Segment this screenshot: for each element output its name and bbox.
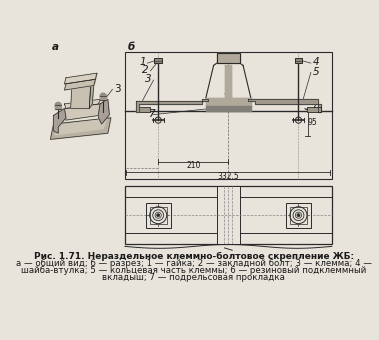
Bar xyxy=(150,207,167,224)
Text: 6: 6 xyxy=(312,104,319,114)
Polygon shape xyxy=(136,99,208,113)
Polygon shape xyxy=(70,82,91,108)
Text: Рис. 1.71. Нераздельное клеммно-болтовое скрепление ЖБ:: Рис. 1.71. Нераздельное клеммно-болтовое… xyxy=(34,252,354,261)
Bar xyxy=(294,58,302,63)
Text: вкладыш; 7 — подрельсовая прокладка: вкладыш; 7 — подрельсовая прокладка xyxy=(102,273,285,282)
Bar xyxy=(154,58,162,63)
Polygon shape xyxy=(64,73,97,84)
Polygon shape xyxy=(225,65,232,98)
Text: 2: 2 xyxy=(142,65,149,75)
Bar xyxy=(307,107,321,113)
Text: 20: 20 xyxy=(224,92,233,102)
Circle shape xyxy=(298,215,299,216)
Bar xyxy=(125,52,332,178)
Text: 4: 4 xyxy=(312,57,319,67)
Polygon shape xyxy=(217,53,240,63)
Text: б: б xyxy=(127,42,135,52)
Polygon shape xyxy=(206,106,251,111)
Text: 95: 95 xyxy=(307,118,317,127)
Text: шайба-втулка; 5 — кольцевая часть клеммы; 6 — резиновый подклеммный: шайба-втулка; 5 — кольцевая часть клеммы… xyxy=(21,266,366,275)
Polygon shape xyxy=(64,99,100,108)
Bar xyxy=(146,203,171,227)
Bar xyxy=(100,96,106,100)
Polygon shape xyxy=(50,118,111,139)
Circle shape xyxy=(157,215,159,216)
Bar xyxy=(290,207,307,224)
Polygon shape xyxy=(53,108,66,133)
Polygon shape xyxy=(99,99,110,124)
Text: 3: 3 xyxy=(146,74,152,84)
Polygon shape xyxy=(64,79,96,90)
Polygon shape xyxy=(94,73,97,85)
Bar xyxy=(217,53,240,63)
Polygon shape xyxy=(249,99,321,113)
Circle shape xyxy=(100,93,106,99)
Polygon shape xyxy=(55,119,106,135)
Text: 1: 1 xyxy=(139,57,146,67)
Text: 7: 7 xyxy=(148,109,154,119)
Polygon shape xyxy=(206,98,251,106)
Bar xyxy=(125,186,332,244)
Bar xyxy=(286,203,311,227)
Text: а — общий вид; б — разрез; 1 — гайка; 2 — закладной болт; 3 — клемма; 4 —: а — общий вид; б — разрез; 1 — гайка; 2 … xyxy=(16,259,372,268)
Text: 210: 210 xyxy=(186,161,200,170)
Polygon shape xyxy=(89,82,94,108)
Bar xyxy=(136,107,150,113)
Bar xyxy=(55,105,61,109)
Text: 3: 3 xyxy=(114,84,121,94)
Bar xyxy=(217,186,240,244)
Text: 332,5: 332,5 xyxy=(218,172,239,181)
Polygon shape xyxy=(64,104,100,120)
Text: а: а xyxy=(52,42,59,52)
Text: 5: 5 xyxy=(312,67,319,76)
Circle shape xyxy=(55,102,61,108)
